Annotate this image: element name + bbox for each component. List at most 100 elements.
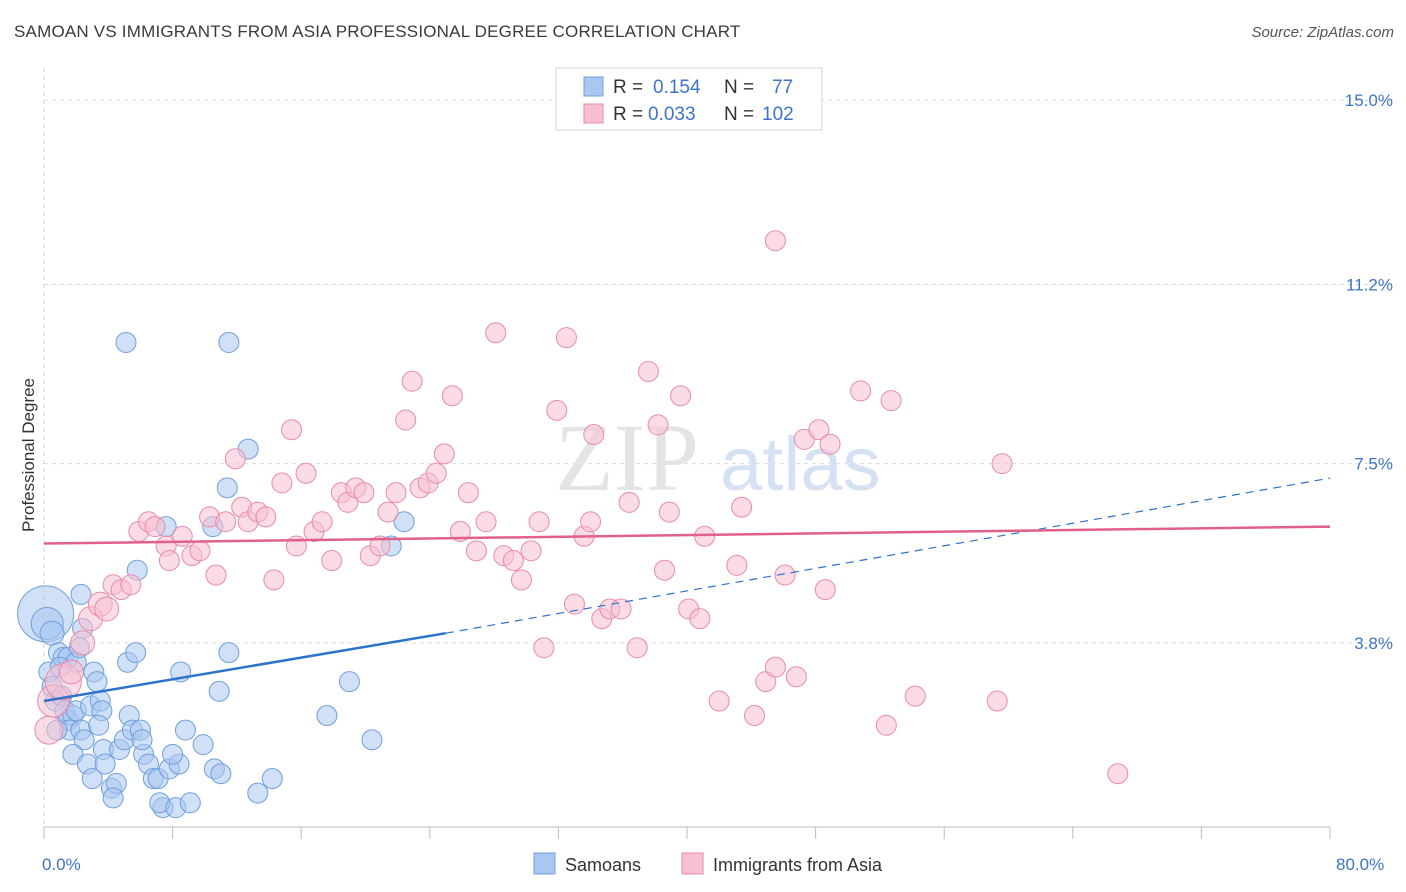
legend-n-value-pink: 102 — [762, 104, 794, 125]
point-samoans — [70, 583, 92, 605]
series-immigrants-from-asia — [34, 230, 1129, 785]
point-samoans — [94, 753, 116, 775]
point-immigrants-from-asia — [875, 714, 897, 736]
y-tick-label: 3.8% — [1354, 634, 1393, 653]
point-immigrants-from-asia — [255, 506, 277, 528]
point-immigrants-from-asia — [224, 448, 246, 470]
point-samoans — [131, 729, 153, 751]
point-immigrants-from-asia — [533, 637, 555, 659]
point-samoans — [247, 782, 269, 804]
point-immigrants-from-asia — [653, 559, 675, 581]
point-immigrants-from-asia — [731, 496, 753, 518]
point-samoans — [210, 763, 232, 785]
x-tick-label-max: 80.0% — [1336, 855, 1384, 874]
point-immigrants-from-asia — [563, 593, 585, 615]
point-immigrants-from-asia — [295, 462, 317, 484]
point-immigrants-from-asia — [377, 501, 399, 523]
x-tick-labels: 0.0% 80.0% — [42, 855, 1384, 874]
legend-bottom-swatch-samoans — [533, 852, 556, 875]
point-immigrants-from-asia — [793, 428, 815, 450]
point-immigrants-from-asia — [425, 462, 447, 484]
point-samoans — [179, 792, 201, 814]
chart-title: SAMOAN VS IMMIGRANTS FROM ASIA PROFESSIO… — [14, 22, 741, 41]
y-axis-label: Professional Degree — [19, 378, 38, 532]
point-immigrants-from-asia — [70, 630, 96, 656]
legend-bottom-swatch-asia — [681, 852, 704, 875]
point-samoans — [338, 671, 360, 693]
point-immigrants-from-asia — [708, 690, 730, 712]
y-tick-label: 15.0% — [1345, 91, 1393, 110]
point-immigrants-from-asia — [850, 380, 872, 402]
point-samoans — [261, 768, 283, 790]
legend-swatch-pink — [583, 103, 604, 124]
point-immigrants-from-asia — [34, 715, 64, 745]
point-immigrants-from-asia — [271, 472, 293, 494]
point-immigrants-from-asia — [785, 666, 807, 688]
point-samoans — [393, 511, 415, 533]
point-immigrants-from-asia — [449, 520, 471, 542]
point-immigrants-from-asia — [580, 511, 602, 533]
point-immigrants-from-asia — [618, 491, 640, 513]
point-samoans — [88, 714, 110, 736]
point-immigrants-from-asia — [774, 564, 796, 586]
point-samoans — [216, 477, 238, 499]
point-immigrants-from-asia — [485, 322, 507, 344]
legend-r-value-blue: 0.154 — [653, 77, 701, 98]
legend-r-label-blue: R = — [613, 77, 643, 98]
point-immigrants-from-asia — [546, 399, 568, 421]
point-immigrants-from-asia — [205, 564, 227, 586]
legend-swatch-blue — [583, 76, 604, 97]
point-immigrants-from-asia — [385, 482, 407, 504]
point-immigrants-from-asia — [158, 550, 180, 572]
legend-n-value-blue: 77 — [772, 77, 793, 98]
point-immigrants-from-asia — [433, 443, 455, 465]
trend-lines — [43, 477, 1331, 703]
grid-lines — [44, 99, 1396, 644]
point-immigrants-from-asia — [658, 501, 680, 523]
point-immigrants-from-asia — [94, 596, 120, 622]
point-immigrants-from-asia — [726, 554, 748, 576]
point-immigrants-from-asia — [465, 540, 487, 562]
point-immigrants-from-asia — [401, 370, 423, 392]
y-tick-label: 7.5% — [1354, 455, 1393, 474]
point-immigrants-from-asia — [120, 574, 142, 596]
point-immigrants-from-asia — [670, 385, 692, 407]
point-samoans — [192, 734, 214, 756]
x-tick-label-min: 0.0% — [42, 855, 81, 874]
point-immigrants-from-asia — [457, 482, 479, 504]
chart-source: Source: ZipAtlas.com — [1251, 24, 1394, 41]
point-immigrants-from-asia — [694, 525, 716, 547]
point-immigrants-from-asia — [991, 453, 1013, 475]
point-samoans — [208, 680, 230, 702]
point-immigrants-from-asia — [626, 637, 648, 659]
trend-line-samoans-extrapolated — [445, 477, 1331, 634]
point-immigrants-from-asia — [647, 414, 669, 436]
legend-top: R = 0.154 N = 77 R = 0.033 N = 102 — [555, 67, 823, 131]
point-immigrants-from-asia — [904, 685, 926, 707]
point-samoans — [218, 642, 240, 664]
point-samoans — [81, 768, 103, 790]
point-samoans — [62, 743, 84, 765]
legend-bottom-label-samoans: Samoans — [565, 855, 641, 875]
point-immigrants-from-asia — [986, 690, 1008, 712]
legend-n-label-pink: N = — [724, 104, 754, 125]
point-immigrants-from-asia — [744, 705, 766, 727]
legend-r-value-pink: 0.033 — [648, 104, 696, 125]
point-immigrants-from-asia — [321, 550, 343, 572]
watermark: ZIP atlas — [555, 404, 881, 511]
point-immigrants-from-asia — [880, 390, 902, 412]
point-samoans — [162, 743, 184, 765]
point-immigrants-from-asia — [395, 409, 417, 431]
legend-n-label-blue: N = — [724, 77, 754, 98]
point-immigrants-from-asia — [610, 598, 632, 620]
point-immigrants-from-asia — [555, 327, 577, 349]
y-tick-label: 11.2% — [1346, 275, 1393, 294]
point-samoans — [39, 620, 65, 646]
point-samoans — [115, 331, 137, 353]
point-immigrants-from-asia — [311, 511, 333, 533]
point-immigrants-from-asia — [189, 540, 211, 562]
point-samoans — [361, 729, 383, 751]
point-immigrants-from-asia — [510, 569, 532, 591]
point-immigrants-from-asia — [637, 361, 659, 383]
